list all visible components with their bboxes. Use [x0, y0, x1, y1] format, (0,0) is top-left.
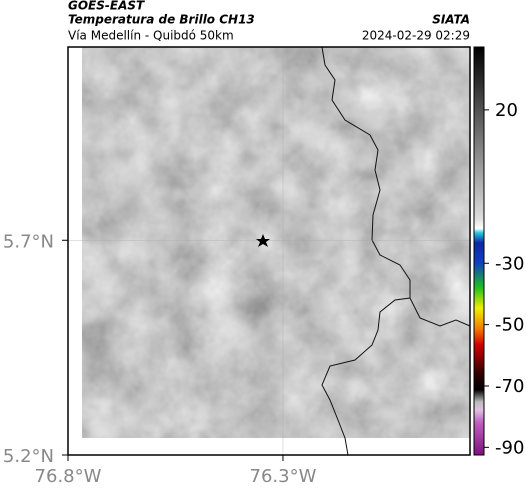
title: GOES-EAST [68, 0, 145, 13]
lat-tick-label: 5.2°N [3, 446, 54, 467]
colorbar-tick-label: -30 [495, 253, 524, 274]
colorbar-tick-label: -50 [495, 315, 524, 336]
colorbar-tick-label: -70 [495, 376, 524, 397]
datetime: 2024-02-29 02:29 [362, 29, 470, 43]
satellite-image [82, 47, 470, 438]
source: SIATA [432, 13, 470, 27]
location: Vía Medellín - Quibdó 50km [68, 29, 234, 43]
lon-tick-label: 76.8°W [35, 466, 102, 487]
axis-labels: 5.7°N 5.2°N76.8°W 76.3°W [3, 231, 317, 487]
subtitle: Temperatura de Brillo CH13 [68, 13, 255, 27]
lat-tick-label: 5.7°N [3, 231, 54, 252]
lon-tick-label: 76.3°W [250, 466, 317, 487]
location-marker [256, 234, 270, 247]
borders [321, 46, 471, 456]
colorbar-tick-label: 20 [495, 100, 518, 121]
colorbar-tick-label: -90 [495, 437, 524, 458]
colorbar [473, 46, 485, 456]
map-frame [67, 46, 471, 456]
colorbar-ticks: 20 -30 -50 -70 -90 [484, 100, 524, 458]
